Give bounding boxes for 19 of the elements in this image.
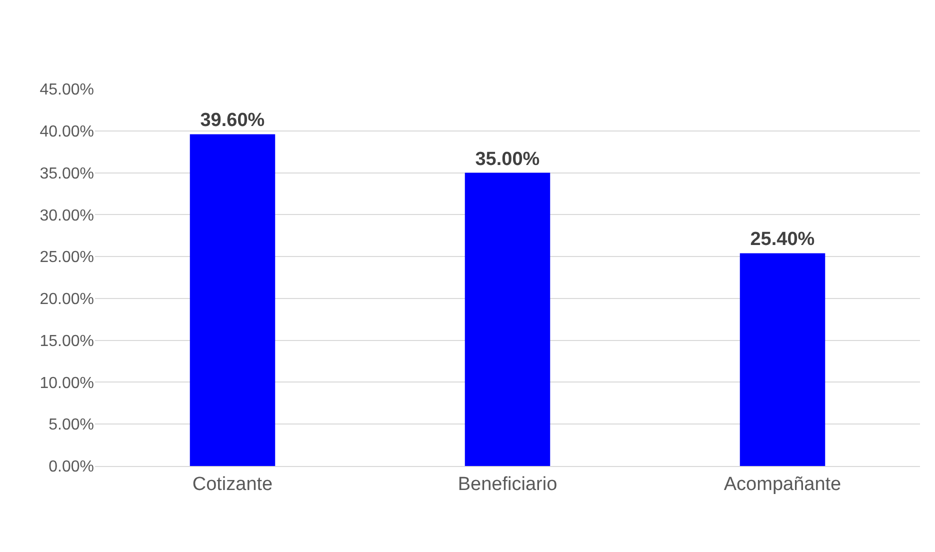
y-tick-label: 30.00% — [40, 207, 94, 224]
data-label: 39.60% — [200, 110, 265, 132]
y-tick-label: 35.00% — [40, 165, 94, 182]
y-tick-label: 40.00% — [40, 123, 94, 140]
y-tick-label: 45.00% — [40, 82, 94, 99]
bar — [464, 172, 550, 466]
y-tick-label: 15.00% — [40, 332, 94, 350]
y-tick-label: 0.00% — [48, 458, 94, 476]
bar — [190, 134, 276, 466]
y-tick-label: 5.00% — [48, 416, 94, 434]
data-label: 35.00% — [475, 148, 540, 170]
y-tick-label: 25.00% — [40, 249, 94, 266]
x-tick-label: Acompañante — [724, 474, 842, 495]
y-tick-label: 10.00% — [40, 374, 94, 392]
data-label: 25.40% — [750, 229, 815, 250]
y-tick-label: 20.00% — [40, 291, 94, 308]
x-tick-label: Beneficiario — [458, 474, 558, 495]
x-tick-label: Cotizante — [192, 474, 273, 495]
bar — [740, 253, 826, 466]
